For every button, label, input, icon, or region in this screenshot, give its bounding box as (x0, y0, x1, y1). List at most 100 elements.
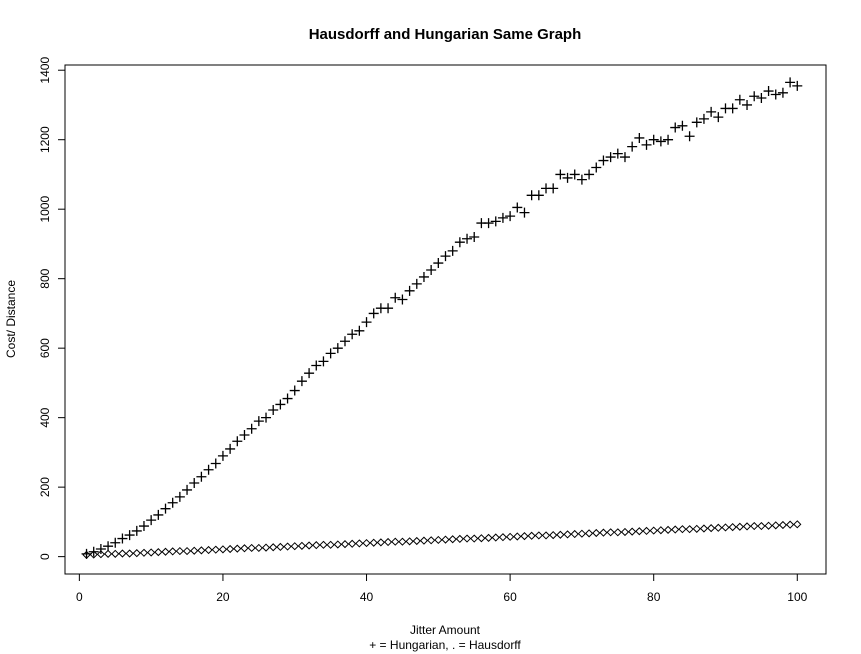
hausdorff-point (405, 537, 414, 546)
hungarian-point (117, 533, 128, 544)
hungarian-point (713, 112, 724, 123)
hausdorff-point (376, 538, 385, 547)
hungarian-point (275, 399, 286, 410)
hungarian-point (189, 477, 200, 488)
hungarian-point (605, 152, 616, 163)
hausdorff-point (391, 537, 400, 546)
hausdorff-point (642, 526, 651, 536)
hausdorff-point (312, 541, 321, 550)
x-axis-label: Jitter Amount (410, 623, 481, 637)
chart-title: Hausdorff and Hungarian Same Graph (309, 26, 582, 43)
hungarian-point (734, 94, 745, 105)
data-points (81, 77, 803, 559)
hausdorff-point (785, 520, 795, 529)
hausdorff-point (470, 534, 479, 543)
hungarian-point (124, 530, 135, 541)
hausdorff-point (319, 540, 328, 549)
hungarian-point (311, 360, 322, 371)
hungarian-point (268, 405, 279, 416)
hungarian-point (519, 207, 530, 218)
hungarian-point (404, 285, 415, 296)
hungarian-point (81, 548, 92, 559)
hungarian-point (533, 190, 544, 201)
hungarian-point (210, 458, 221, 469)
hungarian-point (619, 152, 630, 163)
hausdorff-point (750, 521, 759, 531)
hausdorff-point (649, 526, 658, 535)
hungarian-point (440, 251, 451, 262)
hausdorff-point (678, 525, 687, 534)
hungarian-point (548, 183, 559, 194)
x-axis: 0 20 40 60 80 100 (76, 574, 808, 604)
hungarian-point (174, 491, 185, 502)
hungarian-point (325, 348, 336, 359)
hausdorff-point (477, 534, 486, 543)
hausdorff-point (218, 545, 228, 554)
hungarian-point (225, 443, 236, 454)
hausdorff-point (369, 538, 378, 547)
hausdorff-point (793, 520, 802, 529)
hausdorff-point (290, 542, 299, 551)
hungarian-point (756, 93, 767, 104)
hausdorff-point (168, 547, 177, 556)
hungarian-point (648, 134, 659, 145)
hausdorff-point (197, 546, 206, 555)
hungarian-point (684, 131, 695, 142)
y-tick-label: 1400 (38, 57, 52, 84)
hungarian-point (103, 541, 114, 552)
hungarian-point (742, 99, 753, 110)
hungarian-point (469, 231, 480, 242)
hungarian-point (763, 86, 774, 97)
hausdorff-point (412, 536, 421, 546)
hungarian-point (749, 91, 760, 102)
hausdorff-point (620, 527, 630, 537)
hungarian-point (397, 294, 408, 305)
hungarian-point (347, 329, 358, 340)
hungarian-point (110, 537, 121, 548)
hausdorff-point (96, 550, 106, 559)
hausdorff-point (441, 535, 450, 544)
hausdorff-point (340, 540, 350, 549)
hungarian-point (512, 202, 523, 213)
hungarian-point (447, 245, 458, 256)
y-axis-label: Cost/ Distance (4, 280, 18, 358)
hausdorff-point (161, 547, 170, 556)
hungarian-point (95, 543, 106, 554)
hausdorff-point (448, 535, 457, 544)
hausdorff-point (175, 546, 184, 556)
hungarian-point (641, 139, 652, 150)
hausdorff-point (692, 524, 701, 533)
y-tick-label: 800 (38, 268, 52, 288)
hungarian-point (727, 103, 738, 114)
hausdorff-point (707, 524, 716, 533)
hungarian-point (289, 385, 300, 396)
hausdorff-point (118, 549, 127, 558)
hausdorff-point (663, 525, 673, 534)
x-axis-legend-note: + = Hungarian, . = Hausdorff (369, 638, 521, 652)
hungarian-point (167, 497, 178, 508)
hausdorff-point (89, 550, 98, 559)
hungarian-point (160, 503, 171, 514)
hungarian-point (131, 525, 142, 536)
hausdorff-point (103, 549, 113, 558)
x-tick-label: 80 (647, 590, 661, 604)
hausdorff-point (541, 531, 551, 540)
hungarian-point (698, 113, 709, 124)
x-tick-label: 100 (787, 590, 807, 604)
hausdorff-point (233, 544, 242, 553)
hungarian-point (246, 423, 257, 434)
hungarian-point (282, 393, 293, 404)
hausdorff-point (563, 530, 572, 539)
hausdorff-point (685, 525, 694, 534)
hausdorff-point (764, 521, 773, 530)
hausdorff-point (383, 537, 393, 547)
hausdorff-point (549, 530, 558, 540)
hungarian-point (706, 106, 717, 117)
hungarian-point (146, 515, 157, 526)
hungarian-point (584, 169, 595, 180)
hungarian-point (454, 237, 465, 248)
y-tick-label: 600 (38, 338, 52, 358)
hausdorff-point (613, 528, 622, 537)
hungarian-point (318, 356, 329, 367)
hausdorff-point (742, 522, 752, 531)
